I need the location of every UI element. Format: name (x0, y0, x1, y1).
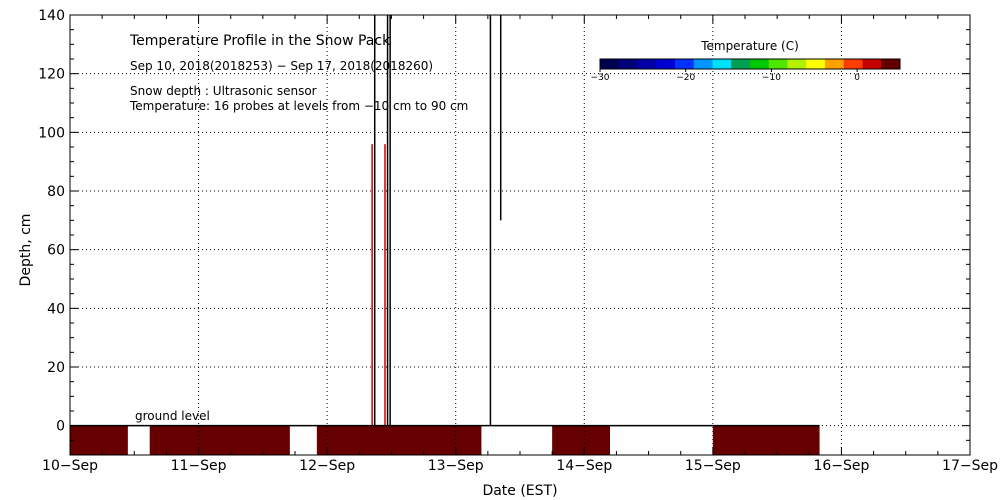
y-tick-label-0: 0 (56, 419, 65, 435)
x-tick-label-3: 13−Sep (428, 458, 484, 474)
colorbar-swatch-11 (806, 59, 826, 69)
ylabel: Depth, cm (18, 214, 34, 287)
chart-subtitle: Sep 10, 2018(2018253) − Sep 17, 2018(201… (130, 59, 433, 73)
y-tick-label-3: 60 (47, 243, 65, 259)
plot-frame (69, 14, 971, 456)
xlabel: Date (EST) (482, 483, 557, 499)
colorbar-frame (599, 58, 901, 70)
colorbar-swatch-6 (712, 59, 732, 69)
ground-level-label: ground level (135, 409, 210, 423)
colorbar-swatch-4 (675, 59, 695, 69)
colorbar-swatch-0 (600, 59, 620, 69)
colorbar-tick-label-3: 0 (854, 73, 860, 83)
temperature-blocks (70, 425, 820, 455)
y-tick-label-4: 80 (47, 184, 65, 200)
y-tick-label-2: 40 (47, 301, 65, 317)
colorbar-swatch-9 (768, 59, 788, 69)
axis-ticks (69, 14, 971, 456)
temperature-block-4 (712, 425, 820, 455)
colorbar-tick-label-2: −10 (762, 73, 781, 83)
temperature-block-1 (149, 425, 290, 455)
x-tick-label-1: 11−Sep (171, 458, 227, 474)
colorbar-swatch-13 (843, 59, 863, 69)
y-tick-label-7: 140 (38, 8, 65, 24)
colorbar-swatch-5 (693, 59, 713, 69)
tick-labels: 10−Sep 11−Sep 12−Sep 13−Sep 14−Sep 15−Sep 16−S… (38, 8, 998, 474)
colorbar-swatch-8 (750, 59, 770, 69)
colorbar-swatch-15 (881, 59, 901, 69)
note-temperature: Temperature: 16 probes at levels from −1… (129, 99, 468, 113)
x-tick-label-5: 15−Sep (685, 458, 741, 474)
chart-title: Temperature Profile in the Snow Pack (129, 33, 391, 49)
snow-depth-lines (70, 15, 820, 427)
x-tick-label-0: 10−Sep (42, 458, 98, 474)
colorbar-title: Temperature (C) (700, 39, 799, 53)
x-tick-label-7: 17−Sep (942, 458, 998, 474)
colorbar: −30 −20 −10 0 (591, 58, 901, 83)
colorbar-swatch-14 (862, 59, 882, 69)
colorbar-swatch-3 (656, 59, 676, 69)
grid (70, 15, 970, 455)
colorbar-swatch-1 (618, 59, 638, 69)
temperature-block-2 (316, 425, 482, 455)
colorbar-tick-label-0: −30 (591, 73, 610, 83)
x-tick-label-2: 12−Sep (299, 458, 355, 474)
colorbar-swatch-7 (731, 59, 751, 69)
temperature-block-0 (70, 425, 128, 455)
colorbar-swatch-10 (787, 59, 807, 69)
colorbar-swatch-2 (637, 59, 657, 69)
y-tick-label-5: 100 (38, 125, 65, 141)
x-tick-label-6: 16−Sep (813, 458, 869, 474)
y-tick-label-1: 20 (47, 360, 65, 376)
y-tick-label-6: 120 (38, 67, 65, 83)
temperature-block-3 (552, 425, 610, 455)
colorbar-swatch-12 (825, 59, 845, 69)
x-tick-label-4: 14−Sep (556, 458, 612, 474)
colorbar-tick-label-1: −20 (676, 73, 695, 83)
note-snow-depth: Snow depth : Ultrasonic sensor (130, 84, 317, 98)
